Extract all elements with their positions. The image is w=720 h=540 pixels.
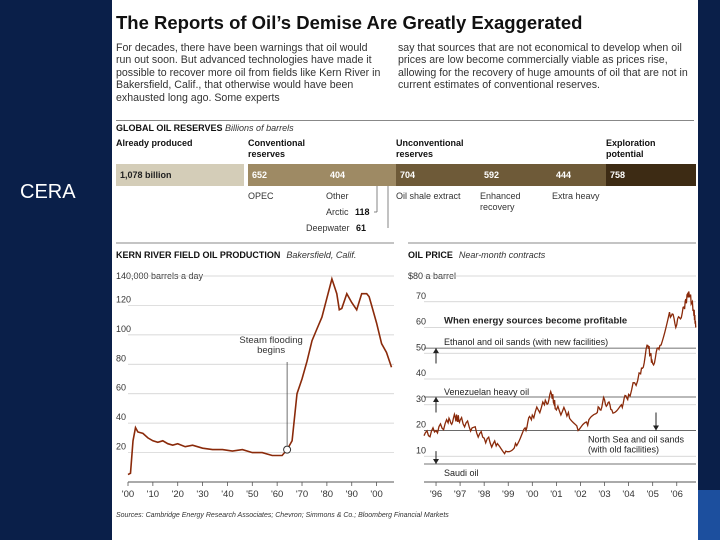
x-tick-label: '00	[122, 489, 134, 500]
chart-subtitle: Bakersfield, Calif.	[286, 250, 356, 260]
label-arctic-name: Arctic	[326, 207, 349, 217]
reference-label: Ethanol and oil sands (with new faciliti…	[444, 337, 608, 347]
x-tick-label: '98	[478, 489, 490, 500]
reserves-title-text: GLOBAL OIL RESERVES	[116, 123, 223, 133]
x-tick-label: '30	[196, 489, 208, 500]
y-tick-label: 100	[116, 324, 131, 334]
label-arctic-value: 118	[355, 207, 370, 217]
y-tick-label: 120	[116, 294, 131, 304]
seg-deepwater	[388, 164, 396, 186]
intro-text-left: For decades, there have been warnings th…	[116, 42, 381, 104]
arrow-head	[433, 458, 439, 464]
reserves-bar: 1,078 billion 652 404 704 592 444 758	[116, 164, 696, 186]
x-tick-label: '04	[622, 489, 634, 500]
kern-river-chart: KERN RIVER FIELD OIL PRODUCTION Bakersfie…	[116, 242, 394, 500]
y-tick-label: 20	[416, 420, 426, 430]
x-tick-label: '20	[172, 489, 184, 500]
col-already-produced: Already produced	[116, 138, 193, 148]
reserves-title: GLOBAL OIL RESERVES Billions of barrels	[116, 123, 294, 133]
label-deepwater: Deepwater 61	[306, 223, 366, 234]
intro-text-right: say that sources that are not economical…	[398, 42, 688, 92]
label-extra-heavy: Extra heavy	[552, 191, 600, 201]
x-tick-label: '80	[321, 489, 333, 500]
production-line	[127, 276, 393, 476]
seg-arctic	[374, 164, 388, 186]
slide-label: CERA	[20, 181, 76, 203]
y-tick-label: 60	[116, 383, 126, 393]
reference-label-2: (with old facilities)	[588, 445, 659, 455]
chart-title: KERN RIVER FIELD OIL PRODUCTION	[116, 250, 280, 260]
x-tick-label: '10	[147, 489, 159, 500]
label-opec: OPEC	[248, 191, 274, 201]
label-other: Other	[326, 191, 349, 201]
article-graphic: The Reports of Oil’s Demise Are Greatly …	[112, 0, 698, 540]
seg-oil-shale: 704	[396, 164, 480, 186]
seg-already-produced: 1,078 billion	[116, 164, 244, 186]
x-tick-label: '01	[550, 489, 562, 500]
y-tick-label: 30	[416, 394, 426, 404]
x-tick-label: '06	[671, 489, 683, 500]
reference-label: Venezuelan heavy oil	[444, 387, 529, 397]
x-tick-label: '97	[454, 489, 466, 500]
annotation-begins: begins	[257, 345, 285, 356]
y-tick-label: 40	[416, 368, 426, 378]
label-deepwater-value: 61	[356, 223, 367, 233]
x-tick-label: '70	[296, 489, 308, 500]
x-tick-label: '50	[246, 489, 258, 500]
y-tick-label: 10	[416, 445, 426, 455]
arrow-head	[653, 425, 659, 431]
label-arctic: Arctic 118	[326, 207, 370, 218]
x-tick-label: '00	[370, 489, 382, 500]
x-tick-label: '00	[526, 489, 538, 500]
chart-title: OIL PRICE	[408, 250, 453, 260]
section-rule	[116, 120, 694, 121]
x-tick-label: '40	[221, 489, 233, 500]
annotation-steam-flooding: Steam flooding	[239, 335, 302, 346]
sources-note: Sources: Cambridge Energy Research Assoc…	[116, 512, 449, 519]
y-tick-label: 80	[116, 353, 126, 363]
price-line	[423, 291, 697, 455]
label-enhanced-recovery: Enhanced recovery	[480, 191, 521, 212]
reference-label: Saudi oil	[444, 468, 479, 478]
label-oil-shale: Oil shale extract	[396, 191, 461, 201]
reserves-subtitle: Billions of barrels	[225, 123, 294, 133]
col-exploration: Exploration potential	[606, 138, 656, 159]
x-tick-label: '96	[430, 489, 442, 500]
reference-label: North Sea and oil sands	[588, 435, 685, 445]
y-tick-label: 60	[416, 317, 426, 327]
label-deepwater-name: Deepwater	[306, 223, 350, 233]
arrow-head	[433, 397, 439, 403]
y-tick-label: 50	[416, 342, 426, 352]
seg-extra-heavy: 444	[552, 164, 606, 186]
x-tick-label: '60	[271, 489, 283, 500]
oil-price-chart: OIL PRICE Near-month contracts$80 a barre…	[408, 242, 697, 500]
x-tick-label: '03	[598, 489, 610, 500]
chart-subtitle: Near-month contracts	[459, 250, 546, 260]
y-tick-label: 70	[416, 291, 426, 301]
reference-label: When energy sources become profitable	[444, 316, 627, 327]
seg-other: 404	[326, 164, 374, 186]
arrow-head	[433, 348, 439, 354]
y-tick-label: 20	[116, 442, 126, 452]
x-tick-label: '02	[574, 489, 586, 500]
seg-opec: 652	[248, 164, 326, 186]
seg-exploration: 758	[606, 164, 696, 186]
x-tick-label: '90	[346, 489, 358, 500]
steam-flooding-marker	[283, 445, 292, 454]
seg-enhanced-recovery: 592	[480, 164, 552, 186]
x-tick-label: '99	[502, 489, 514, 500]
y-tick-label: 40	[116, 412, 126, 422]
reserves-leader-lines	[374, 186, 389, 228]
col-conventional: Conventional reserves	[248, 138, 306, 159]
col-unconventional: Unconventional reserves	[396, 138, 464, 159]
x-tick-label: '05	[646, 489, 658, 500]
article-title: The Reports of Oil’s Demise Are Greatly …	[116, 12, 583, 33]
